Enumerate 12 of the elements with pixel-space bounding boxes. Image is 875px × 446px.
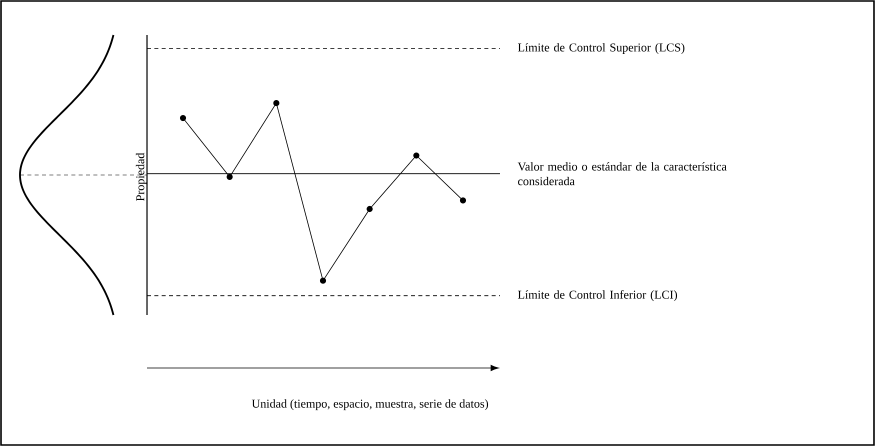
point [320, 278, 326, 284]
point [460, 197, 466, 204]
ref-line-label: Límite de Control Superior (LCS) [518, 43, 684, 54]
point [413, 152, 420, 159]
y-axis-title: Propiedad [136, 152, 147, 201]
point [366, 206, 373, 212]
text: Unidad (tiempo, espacio, muestra, serie de datos) [252, 399, 488, 410]
point [226, 174, 233, 180]
ref-line-label: Valor medio o estándar de la característica considerada [518, 162, 727, 186]
ref-line-label: Límite de Control Inferior (LCI) [518, 290, 678, 302]
point [273, 100, 280, 106]
point [180, 114, 186, 122]
